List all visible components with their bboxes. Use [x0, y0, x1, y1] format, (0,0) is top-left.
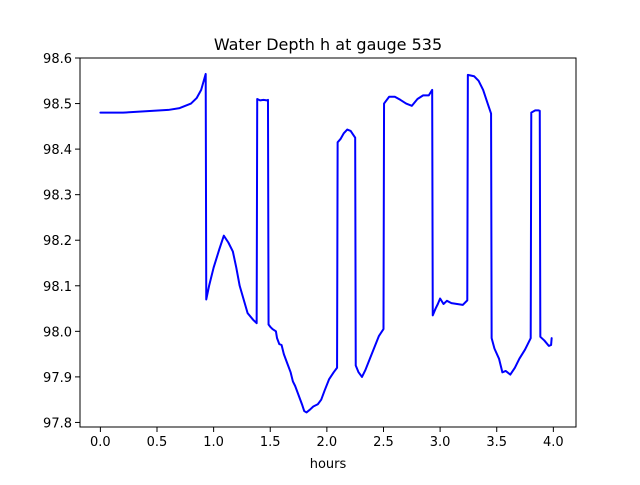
- plot-area-frame: [79, 57, 577, 428]
- y-tick-label: 97.8: [43, 416, 72, 431]
- x-tick-label: 2.0: [317, 435, 338, 450]
- series-layer: [99, 72, 553, 414]
- y-tick-label: 98.4: [43, 143, 72, 158]
- y-tick-label: 98.3: [43, 189, 72, 204]
- x-axis-ticks: 0.0 0.5 1.0 1.5 2.0 2.5 3.0 3.5 4.0: [90, 427, 564, 450]
- x-tick-label: 3.5: [486, 435, 507, 450]
- x-axis-label: hours: [310, 457, 347, 472]
- y-tick-label: 98.0: [43, 325, 72, 340]
- y-tick-label: 98.2: [43, 234, 72, 249]
- x-tick-label: 0.0: [90, 435, 111, 450]
- x-tick-label: 4.0: [543, 435, 564, 450]
- x-tick-label: 1.5: [260, 435, 281, 450]
- x-tick-label: 3.0: [430, 435, 451, 450]
- y-tick-label: 98.6: [43, 52, 72, 67]
- x-tick-label: 1.0: [203, 435, 224, 450]
- y-tick-label: 98.5: [43, 98, 72, 113]
- chart-title: Water Depth h at gauge 535: [214, 35, 442, 54]
- x-tick-label: 0.5: [147, 435, 168, 450]
- y-axis-ticks: 97.8 97.9 98.0 98.1 98.2 98.3 98.4 98.5 98.6: [43, 52, 80, 431]
- y-tick-label: 98.1: [43, 280, 72, 295]
- series-line: [99, 72, 553, 414]
- x-tick-label: 2.5: [373, 435, 394, 450]
- y-tick-label: 97.9: [43, 371, 72, 386]
